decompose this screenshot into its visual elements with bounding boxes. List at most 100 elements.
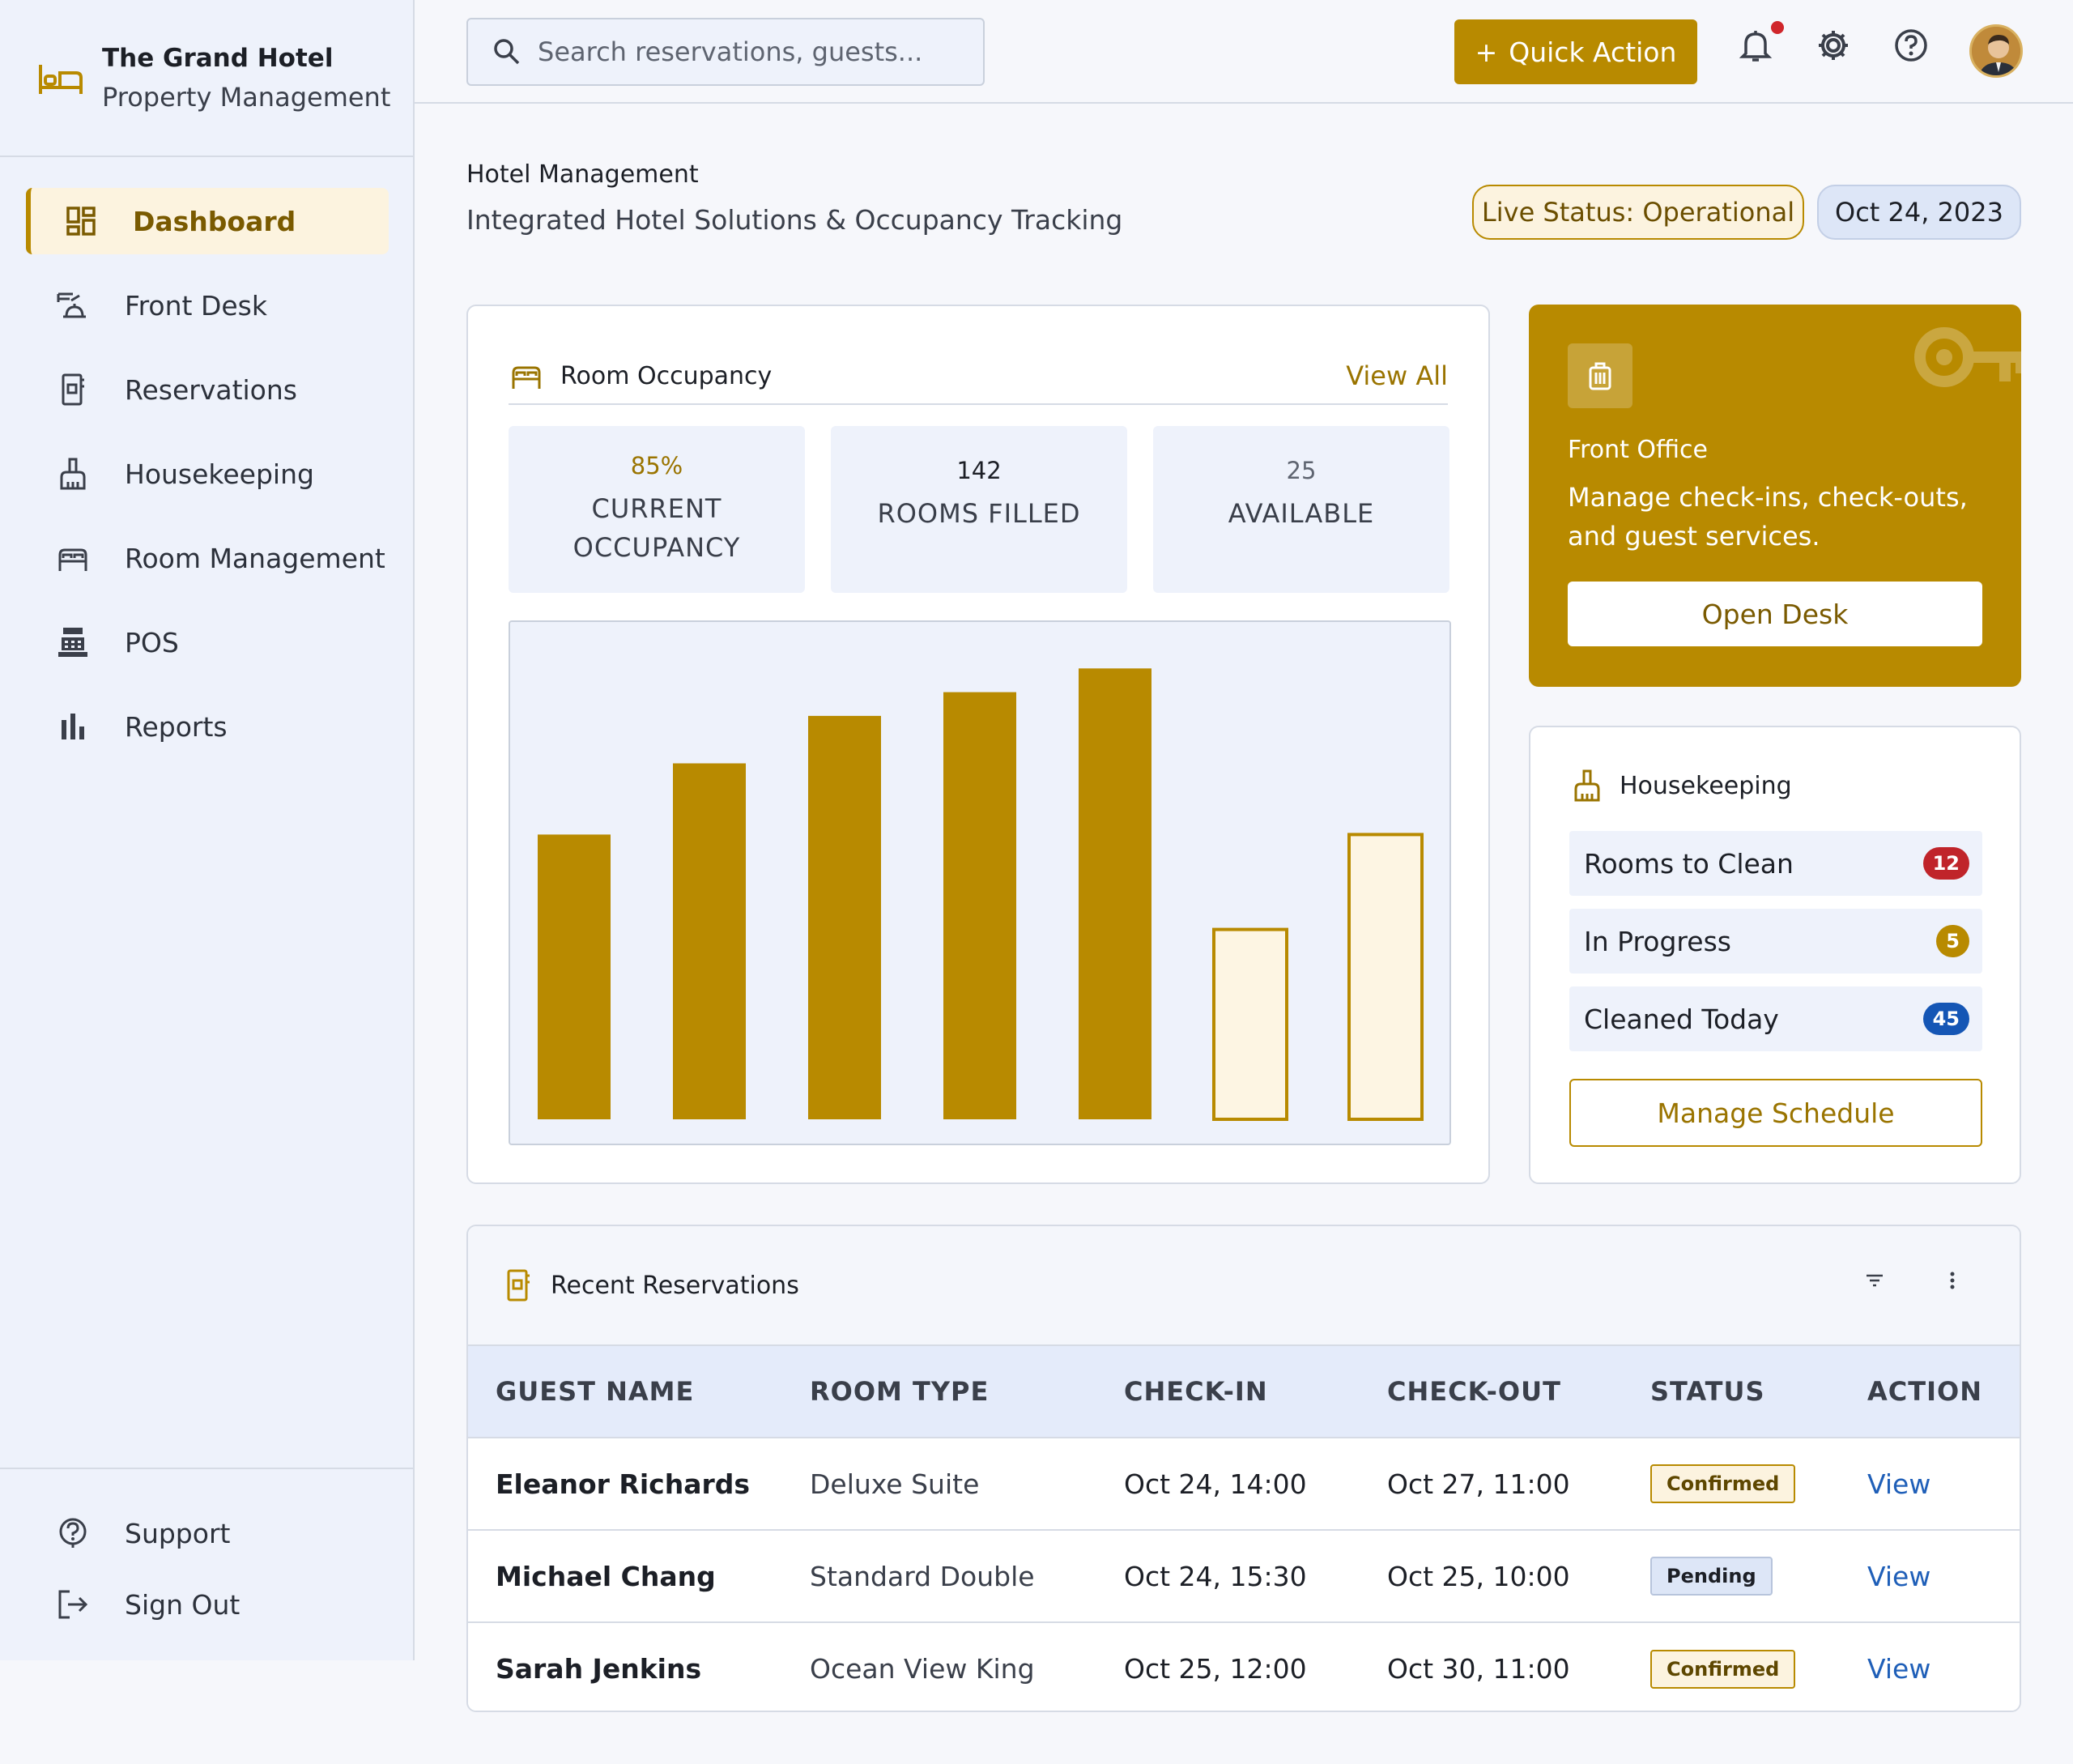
brand-title: The Grand Hotel <box>102 44 334 73</box>
sidebar-item-label: Reports <box>125 710 228 743</box>
sidebar-item-label: Room Management <box>125 542 385 574</box>
status-badge: Pending <box>1650 1557 1773 1596</box>
brand-subtitle: Property Management <box>102 82 391 113</box>
housekeeping-header: Housekeeping <box>1569 768 1792 803</box>
stat-label: OCCUPANCY <box>573 532 741 563</box>
occupancy-bar <box>673 763 746 1119</box>
occupancy-bar <box>538 834 611 1119</box>
table-row[interactable]: Michael Chang Standard Double Oct 24, 15… <box>468 1530 2020 1622</box>
occupancy-card-header: Room Occupancy View All <box>509 348 1448 405</box>
reservations-header: Recent Reservations <box>468 1226 2020 1344</box>
occupancy-bar <box>1079 668 1151 1119</box>
view-link[interactable]: View <box>1867 1468 1931 1500</box>
column-header-guest-name[interactable]: GUEST NAME <box>496 1376 695 1407</box>
more-vertical-icon[interactable] <box>1940 1268 1964 1293</box>
sidebar-divider-top <box>0 156 415 157</box>
occupancy-bar <box>1212 927 1288 1121</box>
user-avatar[interactable] <box>1969 24 2023 78</box>
check-in-cell: Oct 25, 12:00 <box>1124 1653 1307 1685</box>
column-header-action: ACTION <box>1867 1376 1982 1407</box>
table-row[interactable]: Eleanor Richards Deluxe Suite Oct 24, 14… <box>468 1438 2020 1530</box>
housekeeping-card: Housekeeping Rooms to Clean 12 In Progre… <box>1529 726 2021 1184</box>
suitcase-icon <box>1589 362 1611 390</box>
occupancy-chart <box>509 620 1451 1145</box>
register-icon <box>58 628 87 657</box>
stat-available: 25 AVAILABLE <box>1153 426 1449 593</box>
room-type-cell: Deluxe Suite <box>810 1468 980 1500</box>
column-header-check-out[interactable]: CHECK-OUT <box>1387 1376 1561 1407</box>
luggage-icon <box>1568 343 1632 408</box>
stat-value: 85% <box>630 452 683 479</box>
search-box[interactable] <box>466 18 985 86</box>
sidebar-item-reservations[interactable]: Reservations <box>26 356 389 423</box>
check-out-cell: Oct 25, 10:00 <box>1387 1560 1570 1592</box>
bar-chart-icon <box>62 714 84 739</box>
filter-icon[interactable] <box>1862 1268 1887 1293</box>
occupancy-bar <box>1347 833 1424 1121</box>
housekeeping-row-rooms-to-clean[interactable]: Rooms to Clean 12 <box>1569 831 1982 896</box>
count-badge: 5 <box>1936 925 1969 957</box>
settings-gear-icon[interactable] <box>1812 24 1854 66</box>
stat-rooms-filled: 142 ROOMS FILLED <box>831 426 1127 593</box>
key-watermark-icon <box>1914 327 2021 387</box>
sidebar-item-housekeeping[interactable]: Housekeeping <box>26 441 389 507</box>
sidebar-item-label: POS <box>125 626 179 658</box>
sidebar-item-label: Sign Out <box>125 1588 241 1621</box>
sidebar-item-label: Support <box>125 1517 231 1549</box>
page-subtitle: Integrated Hotel Solutions & Occupancy T… <box>466 204 1123 236</box>
plus-icon: + <box>1475 36 1498 68</box>
housekeeping-row-label: Rooms to Clean <box>1584 847 1794 880</box>
housekeeping-row-label: In Progress <box>1584 925 1731 957</box>
reservation-book-icon <box>62 373 84 406</box>
notification-dot <box>1771 21 1784 34</box>
quick-action-label: Quick Action <box>1509 36 1677 68</box>
sidebar-item-front-desk[interactable]: Front Desk <box>26 272 389 339</box>
manage-schedule-button[interactable]: Manage Schedule <box>1569 1079 1982 1147</box>
housekeeping-row-cleaned-today[interactable]: Cleaned Today 45 <box>1569 986 1982 1051</box>
stat-label: ROOMS FILLED <box>877 498 1081 529</box>
sidebar-item-sign-out[interactable]: Sign Out <box>26 1571 389 1638</box>
column-header-status[interactable]: STATUS <box>1650 1376 1765 1407</box>
front-desk-icon <box>57 292 86 318</box>
notification-bell-icon[interactable] <box>1735 24 1777 66</box>
page-title: Hotel Management <box>466 160 699 189</box>
topbar: + Quick Action <box>415 0 2073 104</box>
quick-action-button[interactable]: + Quick Action <box>1454 19 1697 84</box>
sidebar-item-room-management[interactable]: Room Management <box>26 525 389 591</box>
sidebar-item-dashboard[interactable]: Dashboard <box>26 188 389 254</box>
recent-reservations-card: Recent Reservations GUEST NAME ROOM TYPE… <box>466 1225 2021 1712</box>
sidebar-item-reports[interactable]: Reports <box>26 693 389 760</box>
sidebar-divider-bottom <box>0 1468 415 1469</box>
stat-label: AVAILABLE <box>1228 498 1375 529</box>
search-icon <box>494 39 520 65</box>
housekeeping-row-in-progress[interactable]: In Progress 5 <box>1569 909 1982 974</box>
brand[interactable]: The Grand Hotel Property Management <box>37 40 390 118</box>
help-icon[interactable] <box>1890 24 1932 66</box>
action-cell: View <box>1840 1530 2020 1622</box>
help-icon <box>59 1518 87 1548</box>
column-header-check-in[interactable]: CHECK-IN <box>1124 1376 1268 1407</box>
view-link[interactable]: View <box>1867 1653 1931 1685</box>
status-badge: Confirmed <box>1650 1464 1796 1503</box>
avatar-portrait-icon <box>1972 27 2020 75</box>
sidebar-item-support[interactable]: Support <box>26 1500 389 1566</box>
occupancy-title: Room Occupancy <box>560 361 773 390</box>
broom-icon <box>60 458 86 490</box>
column-header-room-type[interactable]: ROOM TYPE <box>810 1376 990 1407</box>
view-link[interactable]: View <box>1867 1560 1931 1592</box>
view-all-link[interactable]: View All <box>1346 360 1448 391</box>
check-in-cell: Oct 24, 14:00 <box>1124 1468 1307 1500</box>
count-badge: 12 <box>1922 847 1969 880</box>
table-row[interactable]: Sarah Jenkins Ocean View King Oct 25, 12… <box>468 1622 2020 1711</box>
date-badge: Oct 24, 2023 <box>1817 185 2021 240</box>
occupancy-bar-chart <box>538 668 1424 1121</box>
open-desk-button[interactable]: Open Desk <box>1568 582 1982 646</box>
sidebar: The Grand Hotel Property Management Dash… <box>0 0 415 1660</box>
room-type-cell: Ocean View King <box>810 1653 1035 1685</box>
count-badge: 45 <box>1922 1003 1969 1035</box>
action-cell: View <box>1840 1438 2020 1530</box>
search-input[interactable] <box>538 36 975 67</box>
sidebar-item-pos[interactable]: POS <box>26 609 389 675</box>
check-out-cell: Oct 27, 11:00 <box>1387 1468 1570 1500</box>
